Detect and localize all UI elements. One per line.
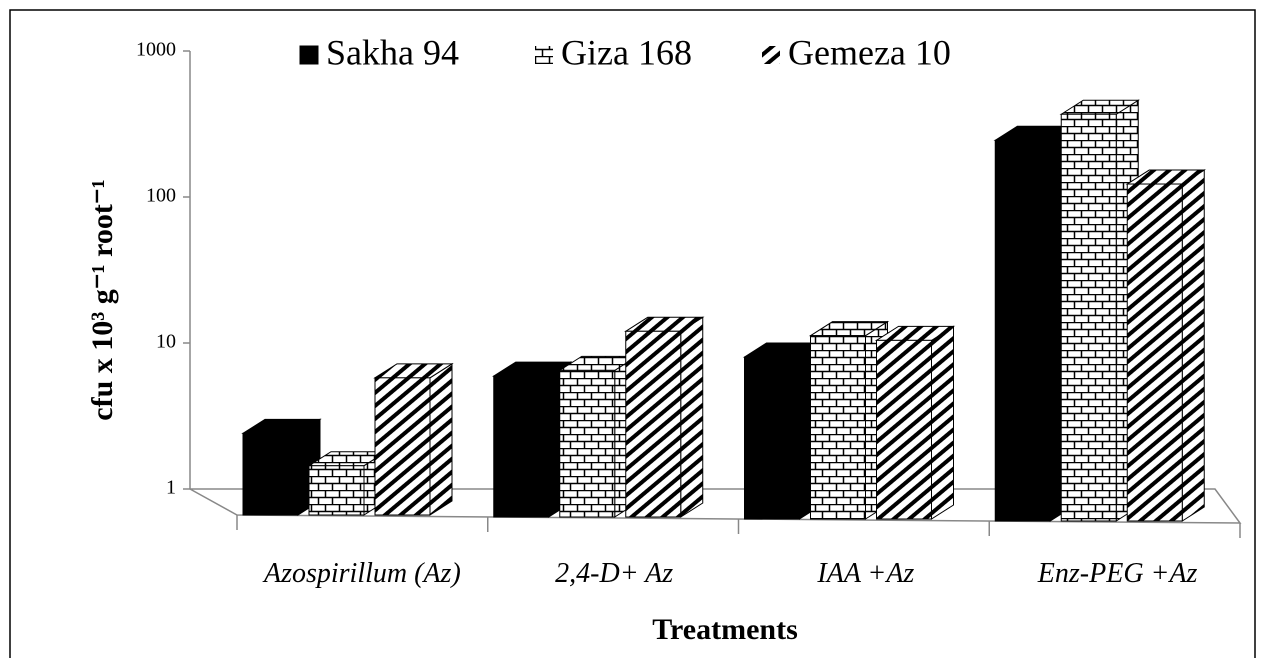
bar: [810, 335, 866, 520]
bar: [242, 432, 299, 516]
bar-side: [429, 362, 453, 516]
frame: [9, 9, 1256, 658]
legend-swatch: [762, 46, 780, 64]
legend-swatch: [299, 45, 319, 65]
bar: [744, 356, 800, 520]
x-tick-label: Azospirillum (Az): [263, 558, 461, 589]
bar: [994, 139, 1051, 522]
bar-side: [1181, 169, 1205, 522]
x-tick-label: 2,4-D+ Az: [555, 558, 674, 589]
x-axis-label: Treatments: [652, 613, 798, 646]
legend-label: Sakha 94: [326, 32, 459, 72]
y-tick-label: 10: [156, 331, 176, 353]
y-tick-label: 1000: [136, 39, 176, 61]
y-tick-label: 100: [146, 185, 176, 207]
bar: [559, 369, 616, 518]
x-tick-label: Enz-PEG +Az: [1037, 558, 1198, 589]
bar: [374, 377, 431, 516]
y-axis-label: cfu x 10³ g⁻¹ root⁻¹: [86, 179, 119, 420]
legend-label: Giza 168: [561, 32, 692, 72]
bar: [1126, 183, 1183, 522]
legend-label: Gemeza 10: [788, 32, 951, 72]
x-tick-label: IAA +Az: [817, 558, 915, 589]
legend-swatch: [535, 46, 553, 64]
bar-side: [931, 325, 954, 520]
bar: [308, 465, 365, 516]
bar: [1060, 113, 1117, 522]
bar: [625, 330, 682, 518]
bar: [493, 375, 550, 518]
y-tick-label: 1: [166, 477, 176, 499]
bar: [876, 339, 932, 520]
bar-side: [680, 316, 704, 518]
